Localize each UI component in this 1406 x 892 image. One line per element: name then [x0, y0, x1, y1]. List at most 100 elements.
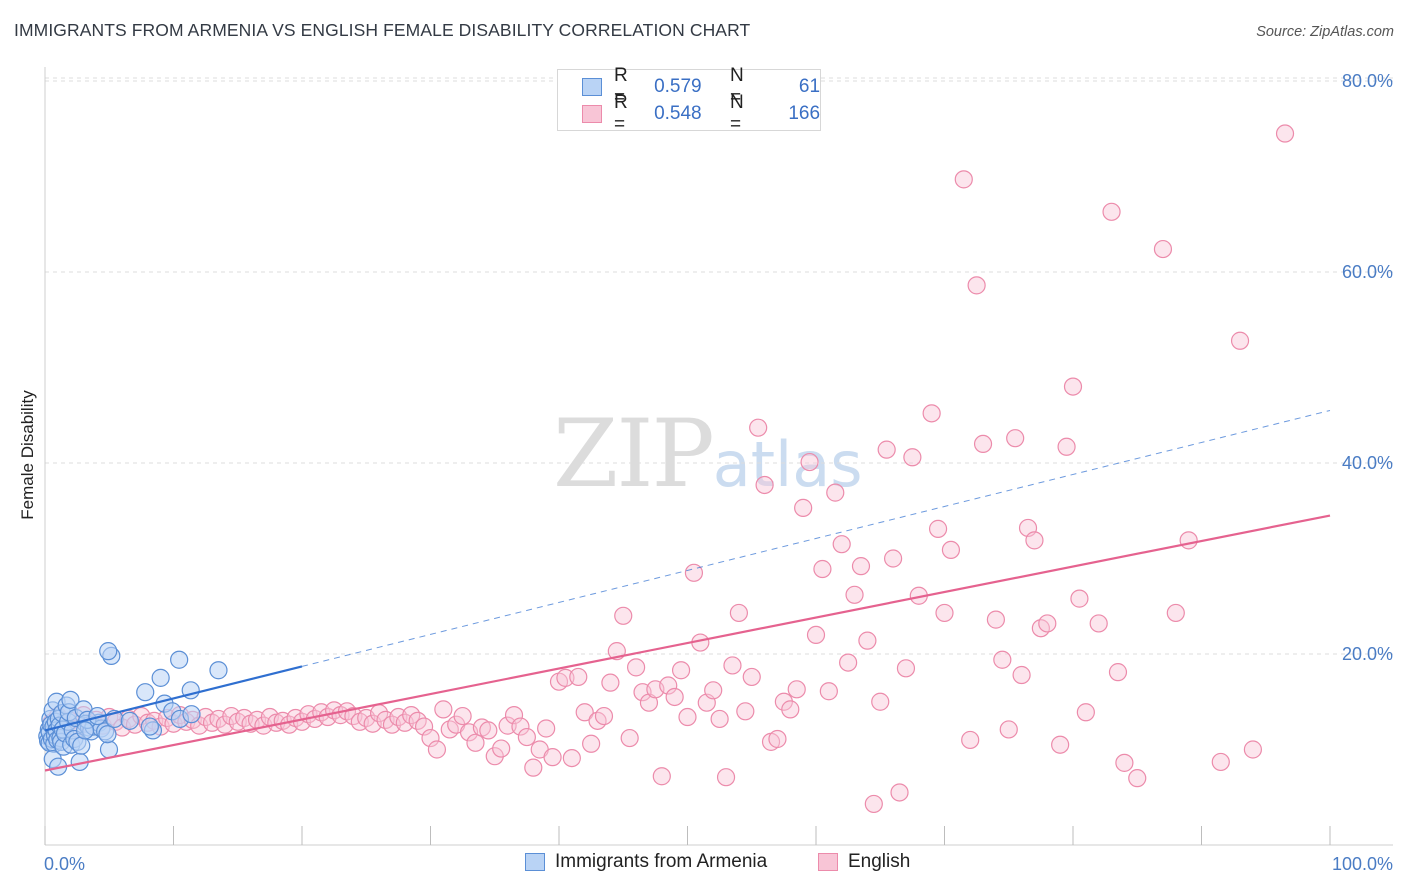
legend-n-label: N = [729, 92, 744, 135]
armenia-points [38, 642, 228, 776]
legend-r-value: 0.579 [654, 76, 702, 97]
english-point [819, 682, 838, 701]
english-point [620, 728, 639, 748]
english-point [768, 729, 787, 749]
english-point [582, 734, 601, 753]
gridlines [45, 77, 1393, 655]
english-point [883, 549, 903, 568]
y-tick-label: 80.0% [1342, 71, 1393, 91]
english-point [961, 730, 980, 750]
english-point [492, 739, 511, 758]
english-point [871, 692, 890, 711]
english-point [659, 676, 678, 695]
english-point [749, 418, 768, 437]
english-point [729, 603, 749, 623]
english-point [800, 452, 819, 472]
english-point [511, 717, 530, 736]
english-point [537, 719, 556, 738]
english-legend-label: English [848, 851, 911, 872]
armenia-point [170, 650, 189, 669]
chart-title: IMMIGRANTS FROM ARMENIA VS ENGLISH FEMAL… [14, 20, 751, 40]
english-point [877, 440, 896, 459]
english-point [575, 703, 594, 722]
armenia-point [99, 740, 119, 759]
english-point [794, 498, 813, 517]
english-point [453, 706, 472, 726]
english-point [652, 767, 671, 786]
english-point [684, 563, 704, 582]
armenia-swatch [582, 78, 602, 96]
armenia-point [75, 721, 95, 740]
bottom-legend-english[interactable]: English [818, 851, 910, 873]
english-point [498, 716, 517, 735]
armenia-point [140, 717, 159, 736]
x-ticks [44, 826, 1331, 845]
y-tick-label: 40.0% [1342, 453, 1393, 473]
english-point [1179, 531, 1198, 550]
english-point [543, 748, 562, 767]
english-point [421, 728, 440, 748]
armenia-legend-label: Immigrants from Armenia [555, 851, 768, 872]
english-point [928, 519, 948, 538]
english-point [1089, 614, 1108, 633]
armenia-point [151, 668, 170, 687]
english-point [1275, 124, 1295, 143]
armenia-point [72, 736, 91, 755]
english-legend-swatch [818, 853, 838, 871]
english-swatch [582, 105, 602, 123]
legend-n-value: 166 [788, 103, 821, 124]
english-point [742, 667, 761, 687]
english-point [414, 717, 434, 736]
english-point [1115, 753, 1134, 772]
english-point [517, 727, 536, 747]
english-point [973, 434, 993, 453]
legend-row-english: R = 0.548 N = 166 [582, 92, 821, 135]
english-point [434, 700, 453, 719]
english-point [986, 610, 1006, 629]
english-point [485, 747, 504, 766]
english-point [922, 404, 941, 423]
english-point [845, 585, 864, 604]
english-point [935, 603, 954, 623]
english-point [1128, 769, 1147, 788]
legend-n-value: 61 [798, 76, 821, 97]
english-point [787, 680, 806, 699]
english-point [736, 702, 755, 721]
english-point [614, 606, 633, 625]
y-tick-label: 20.0% [1342, 644, 1393, 664]
english-point [1057, 437, 1076, 456]
english-point [1025, 531, 1044, 550]
x-tick-label: 0.0% [44, 854, 85, 874]
english-point [710, 709, 729, 729]
english-point [1211, 752, 1230, 772]
bottom-legend-armenia[interactable]: Immigrants from Armenia [525, 851, 767, 873]
english-point [999, 720, 1018, 739]
english-point [1006, 429, 1025, 448]
english-point [665, 687, 684, 707]
legend-row-armenia: R = 0.579 N = 61 [582, 65, 821, 108]
english-point [601, 673, 620, 692]
english-point [562, 748, 581, 768]
y-tick-label: 60.0% [1342, 262, 1393, 282]
english-point [626, 658, 646, 677]
armenia-point [61, 690, 80, 709]
english-point [704, 681, 723, 700]
armenia-point [120, 711, 139, 730]
english-point [851, 557, 871, 576]
english-point [427, 740, 447, 759]
zipatlas-watermark: ZIPatlas [553, 400, 863, 509]
x-tick-label: 100.0% [1332, 854, 1393, 874]
english-point [716, 768, 736, 787]
english-point [967, 276, 986, 295]
english-point [1243, 740, 1263, 759]
english-point [941, 540, 961, 560]
english-point [954, 170, 973, 189]
english-point [1166, 603, 1185, 623]
english-point [896, 659, 916, 678]
legend-r-label: R = [613, 92, 628, 135]
english-point [556, 668, 575, 687]
english-point [466, 733, 485, 752]
english-point [864, 794, 883, 814]
english-point [755, 475, 774, 495]
